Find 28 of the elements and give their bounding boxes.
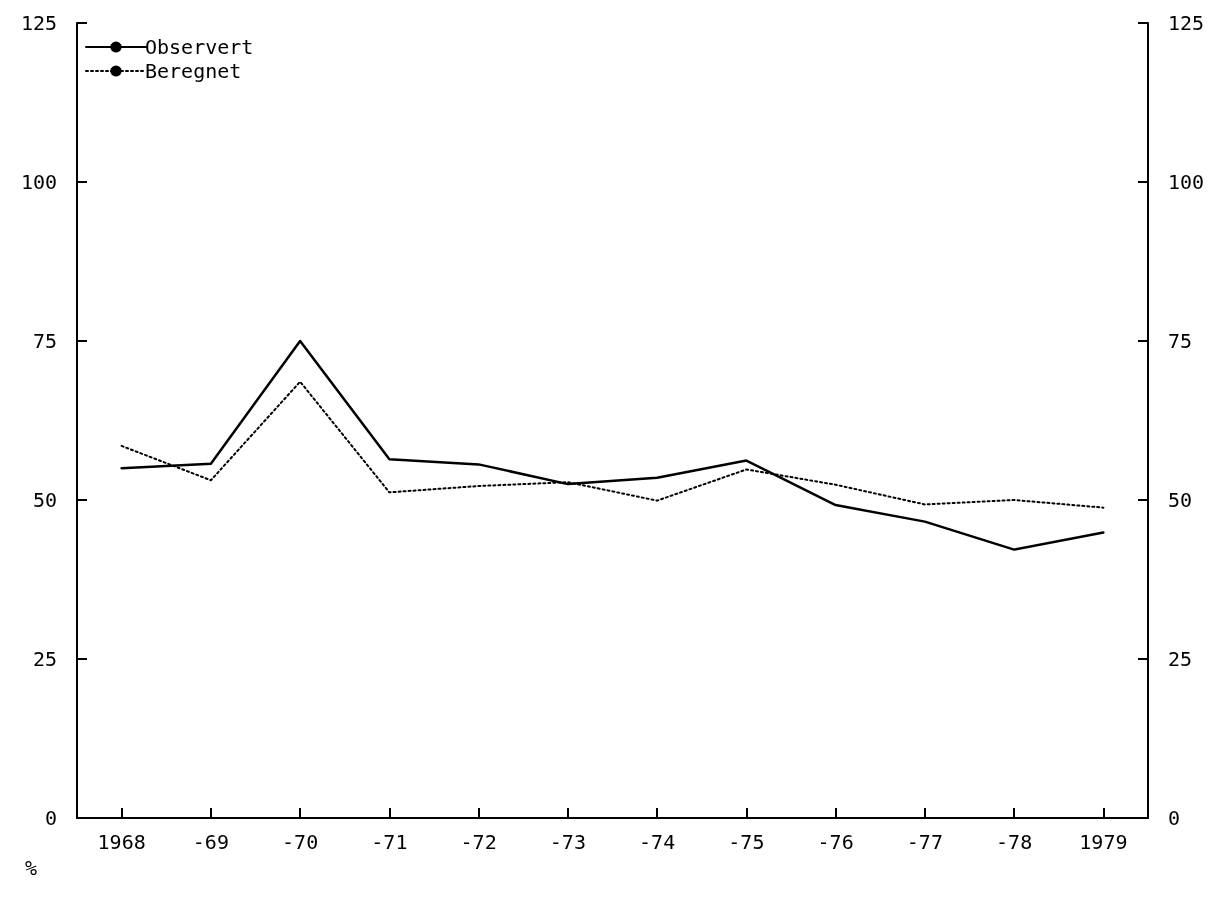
x-tick-label: -73	[549, 830, 586, 854]
x-tick-label: -74	[639, 830, 676, 854]
x-tick-label: -77	[906, 830, 943, 854]
line-series	[120, 339, 1105, 551]
x-tick-label: -75	[728, 830, 765, 854]
y2-tick-label: 125	[1168, 11, 1205, 35]
y-tick-label: 100	[20, 170, 57, 194]
y2-tick-label: 100	[1168, 170, 1205, 194]
x-tick-label: -78	[996, 830, 1033, 854]
y2-tick-label: 0	[1168, 806, 1181, 830]
y2-tick-label: 50	[1168, 488, 1193, 512]
y2-tick-label: 25	[1168, 647, 1193, 671]
x-tick-label: -70	[282, 830, 319, 854]
x-tick-label: -72	[460, 830, 497, 854]
x-tick-label: 1968	[97, 830, 146, 854]
y-axis-title: %	[24, 856, 37, 880]
y-tick-label: 50	[32, 488, 57, 512]
legend-label: Beregnet	[145, 59, 242, 83]
x-tick-label: -71	[371, 830, 408, 854]
y-tick-label: 0	[44, 806, 57, 830]
y-tick-label: 125	[20, 11, 57, 35]
x-tick-label: -76	[817, 830, 854, 854]
y-tick-label: 75	[32, 329, 57, 353]
x-tick-label: 1979	[1079, 830, 1128, 854]
legend-label: Observert	[145, 35, 254, 59]
y2-tick-label: 75	[1168, 329, 1193, 353]
x-tick-label: -69	[192, 830, 229, 854]
y-tick-label: 25	[32, 647, 57, 671]
